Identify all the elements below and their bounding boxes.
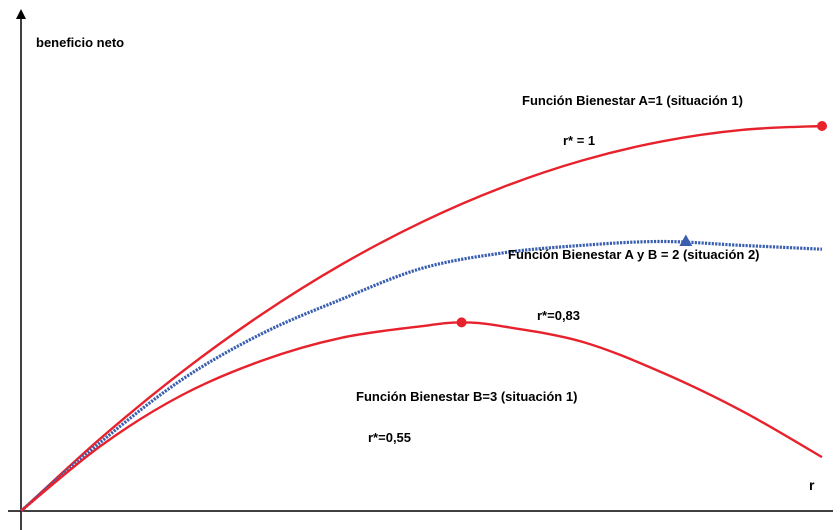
series-ab-label: Función Bienestar A y B = 2 (situación 2… (508, 247, 760, 262)
series-a-optimum-label: r* = 1 (563, 133, 595, 148)
y-axis-label: beneficio neto (36, 35, 124, 50)
series-ab-optimum-label: r*=0,83 (537, 308, 580, 323)
series-ab-optimum-marker (679, 234, 693, 246)
series-layer (19, 121, 827, 513)
series-b-line (20, 321, 823, 512)
series-b-optimum-marker (456, 317, 467, 328)
x-axis-label: r (809, 477, 815, 493)
series-ab-line (19, 239, 823, 513)
series-a-line (20, 124, 823, 512)
series-a-optimum-marker (817, 121, 827, 131)
series-a-label: Función Bienestar A=1 (situación 1) (522, 93, 743, 108)
series-b-label: Función Bienestar B=3 (situación 1) (356, 389, 577, 404)
series-b-optimum-label: r*=0,55 (368, 430, 411, 445)
